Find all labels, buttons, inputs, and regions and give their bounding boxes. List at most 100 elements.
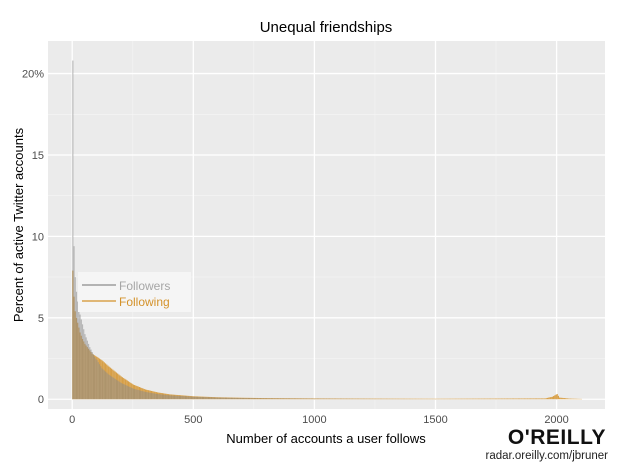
bar-following [376,398,378,400]
bar-followers [228,397,230,400]
bar-following [529,398,532,400]
y-tick-label: 15 [32,150,44,162]
bar-following [477,398,480,400]
bar-following [390,398,392,400]
bar-followers [194,396,196,400]
bar-following [514,398,516,400]
bar-followers [84,334,86,400]
bar-following [556,394,558,400]
bar-following [423,398,425,400]
bar-following [479,398,481,400]
bar-following [372,398,374,400]
bar-following [558,397,561,400]
bar-followers [291,398,293,400]
bar-followers [217,397,219,400]
bar-followers [249,398,251,400]
bar-followers [118,381,120,400]
bar-followers [178,395,180,400]
bar-following [451,398,453,400]
bar-following [528,398,530,400]
bar-following [456,398,458,400]
bar-followers [112,377,114,400]
bar-followers [182,396,184,400]
bar-followers [252,398,254,400]
bar-following [537,398,539,400]
bar-followers [310,398,312,400]
bar-following [411,398,413,400]
bar-followers [101,368,103,400]
bar-followers [293,398,296,400]
bar-followers [206,397,208,400]
bar-followers [227,397,229,400]
bar-following [450,398,452,400]
bar-following [535,398,538,400]
bar-followers [167,395,170,400]
legend: Followers Following [78,272,191,312]
bar-following [427,398,429,400]
bar-following [373,398,375,400]
bar-followers [198,396,200,400]
bar-followers [307,398,309,400]
bar-followers [292,398,294,400]
bar-following [546,397,549,400]
bar-followers [225,397,228,400]
bar-followers [77,301,79,400]
bar-following [563,398,566,400]
bar-following [424,398,426,400]
bar-followers [170,395,172,400]
bar-following [387,398,389,400]
bar-followers [279,398,281,400]
bar-followers [121,383,124,400]
bar-followers [161,394,164,400]
bar-following [508,398,510,400]
bar-following [379,398,381,400]
bar-following [522,398,524,400]
bar-followers [171,395,173,400]
bar-following [385,398,388,400]
bar-followers [156,394,159,400]
bar-followers [144,391,147,400]
bar-followers [177,395,179,400]
bar-following [568,398,570,400]
bar-following [374,398,377,400]
bar-followers [148,392,150,400]
bar-followers [244,398,246,400]
bar-followers [195,396,197,400]
bar-following [470,398,472,400]
bar-following [365,398,367,400]
bar-following [549,397,551,400]
bar-following [471,398,474,400]
bar-following [400,398,402,400]
chart-title: Unequal friendships [260,19,393,36]
bar-followers [234,397,236,400]
oreilly-logo: O'REILLY [507,426,606,449]
bar-followers [303,398,305,400]
bar-followers [238,398,240,400]
bar-following [403,398,406,400]
bar-following [539,398,541,400]
bar-followers [232,397,234,400]
bar-following [533,398,535,400]
bar-following [368,398,371,400]
bar-followers [176,395,178,400]
bar-following [407,398,409,400]
bar-following [515,398,517,400]
bar-following [474,398,476,400]
x-axis-title: Number of accounts a user follows [226,431,426,446]
bar-followers [282,398,285,400]
bar-followers [242,398,245,400]
bar-followers [166,395,168,400]
bar-following [482,398,484,400]
bar-following [531,398,533,400]
bar-following [510,398,512,400]
bar-followers [247,398,250,400]
bar-following [417,398,419,400]
bar-following [391,398,394,400]
bar-followers [215,397,217,400]
bar-followers [98,364,101,400]
bar-followers [216,397,218,400]
bar-following [406,398,408,400]
bar-followers [224,397,226,400]
bar-followers [276,398,279,400]
bar-following [572,398,574,400]
